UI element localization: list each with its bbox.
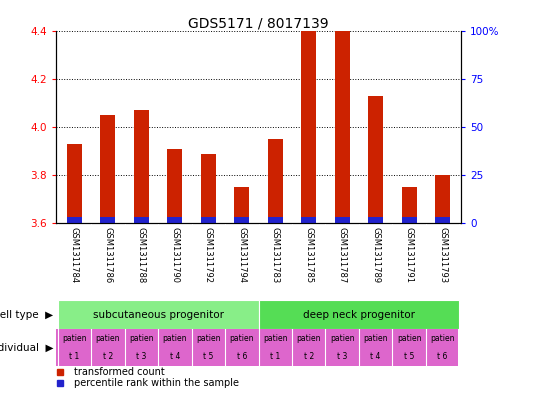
Bar bbox=[100, 115, 115, 223]
Text: GSM1311792: GSM1311792 bbox=[204, 227, 213, 283]
Text: t 4: t 4 bbox=[370, 352, 381, 361]
Text: GSM1311786: GSM1311786 bbox=[103, 227, 112, 283]
Bar bbox=[435, 217, 450, 223]
Text: patien: patien bbox=[263, 334, 287, 343]
Text: GSM1311787: GSM1311787 bbox=[338, 227, 346, 283]
Text: t 3: t 3 bbox=[136, 352, 147, 361]
Bar bbox=[201, 154, 216, 223]
Text: t 2: t 2 bbox=[103, 352, 113, 361]
Bar bbox=[402, 217, 417, 223]
Text: patien: patien bbox=[296, 334, 321, 343]
Text: GSM1311790: GSM1311790 bbox=[171, 227, 179, 283]
Text: GSM1311791: GSM1311791 bbox=[405, 227, 414, 283]
Text: patien: patien bbox=[163, 334, 187, 343]
Text: patien: patien bbox=[430, 334, 455, 343]
Bar bbox=[268, 139, 283, 223]
Bar bbox=[368, 96, 383, 223]
Bar bbox=[134, 217, 149, 223]
Text: GSM1311783: GSM1311783 bbox=[271, 227, 280, 283]
Bar bbox=[368, 217, 383, 223]
Text: patien: patien bbox=[397, 334, 422, 343]
Bar bbox=[268, 217, 283, 223]
Text: t 4: t 4 bbox=[169, 352, 180, 361]
Text: GSM1311784: GSM1311784 bbox=[70, 227, 79, 283]
Text: t 1: t 1 bbox=[69, 352, 79, 361]
Text: GSM1311789: GSM1311789 bbox=[371, 227, 380, 283]
Bar bbox=[301, 31, 316, 223]
Text: t 3: t 3 bbox=[337, 352, 348, 361]
Bar bbox=[301, 217, 316, 223]
Text: individual  ▶: individual ▶ bbox=[0, 343, 53, 353]
Bar bbox=[435, 175, 450, 223]
Text: GSM1311793: GSM1311793 bbox=[438, 227, 447, 283]
Text: t 2: t 2 bbox=[304, 352, 314, 361]
Text: patien: patien bbox=[330, 334, 354, 343]
Text: t 1: t 1 bbox=[270, 352, 280, 361]
Text: t 6: t 6 bbox=[438, 352, 448, 361]
Bar bbox=[335, 31, 350, 223]
Text: t 6: t 6 bbox=[237, 352, 247, 361]
Bar bbox=[201, 217, 216, 223]
Text: patien: patien bbox=[230, 334, 254, 343]
Bar bbox=[58, 299, 259, 329]
Bar bbox=[234, 187, 249, 223]
Bar bbox=[67, 144, 82, 223]
Bar bbox=[259, 299, 459, 329]
Text: GSM1311785: GSM1311785 bbox=[304, 227, 313, 283]
Bar bbox=[167, 217, 182, 223]
Bar bbox=[134, 110, 149, 223]
Bar bbox=[234, 217, 249, 223]
Text: t 5: t 5 bbox=[203, 352, 214, 361]
Bar bbox=[167, 149, 182, 223]
Text: patien: patien bbox=[364, 334, 388, 343]
Title: GDS5171 / 8017139: GDS5171 / 8017139 bbox=[188, 16, 329, 30]
Text: t 5: t 5 bbox=[404, 352, 414, 361]
Bar bbox=[67, 217, 82, 223]
Text: GSM1311788: GSM1311788 bbox=[137, 227, 146, 283]
Text: cell type  ▶: cell type ▶ bbox=[0, 310, 53, 320]
Text: subcutaneous progenitor: subcutaneous progenitor bbox=[93, 310, 223, 320]
Text: patien: patien bbox=[62, 334, 87, 343]
Text: deep neck progenitor: deep neck progenitor bbox=[303, 310, 415, 320]
Text: patien: patien bbox=[196, 334, 221, 343]
Text: patien: patien bbox=[95, 334, 120, 343]
Text: percentile rank within the sample: percentile rank within the sample bbox=[74, 378, 239, 388]
Text: patien: patien bbox=[129, 334, 154, 343]
Bar bbox=[335, 217, 350, 223]
Bar bbox=[100, 217, 115, 223]
Bar bbox=[402, 187, 417, 223]
Text: GSM1311794: GSM1311794 bbox=[237, 227, 246, 283]
Text: transformed count: transformed count bbox=[74, 367, 165, 376]
